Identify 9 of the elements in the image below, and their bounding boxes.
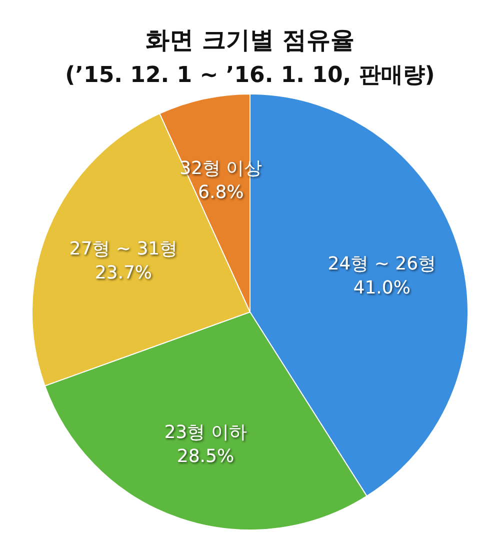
- data-label: 28.5%: [176, 446, 234, 467]
- slice-label: 27형 ~ 31형: [69, 238, 178, 260]
- chart-subtitle: (’15. 12. 1 ~ ’16. 1. 10, 판매량): [65, 63, 435, 88]
- chart-title: 화면 크기별 점유율: [146, 26, 354, 54]
- data-label: 41.0%: [353, 278, 410, 299]
- data-label: 6.8%: [198, 182, 244, 203]
- slice-label: 23형 이하: [164, 422, 247, 443]
- slice-label: 24형 ~ 26형: [328, 254, 436, 275]
- data-label: 23.7%: [94, 262, 152, 284]
